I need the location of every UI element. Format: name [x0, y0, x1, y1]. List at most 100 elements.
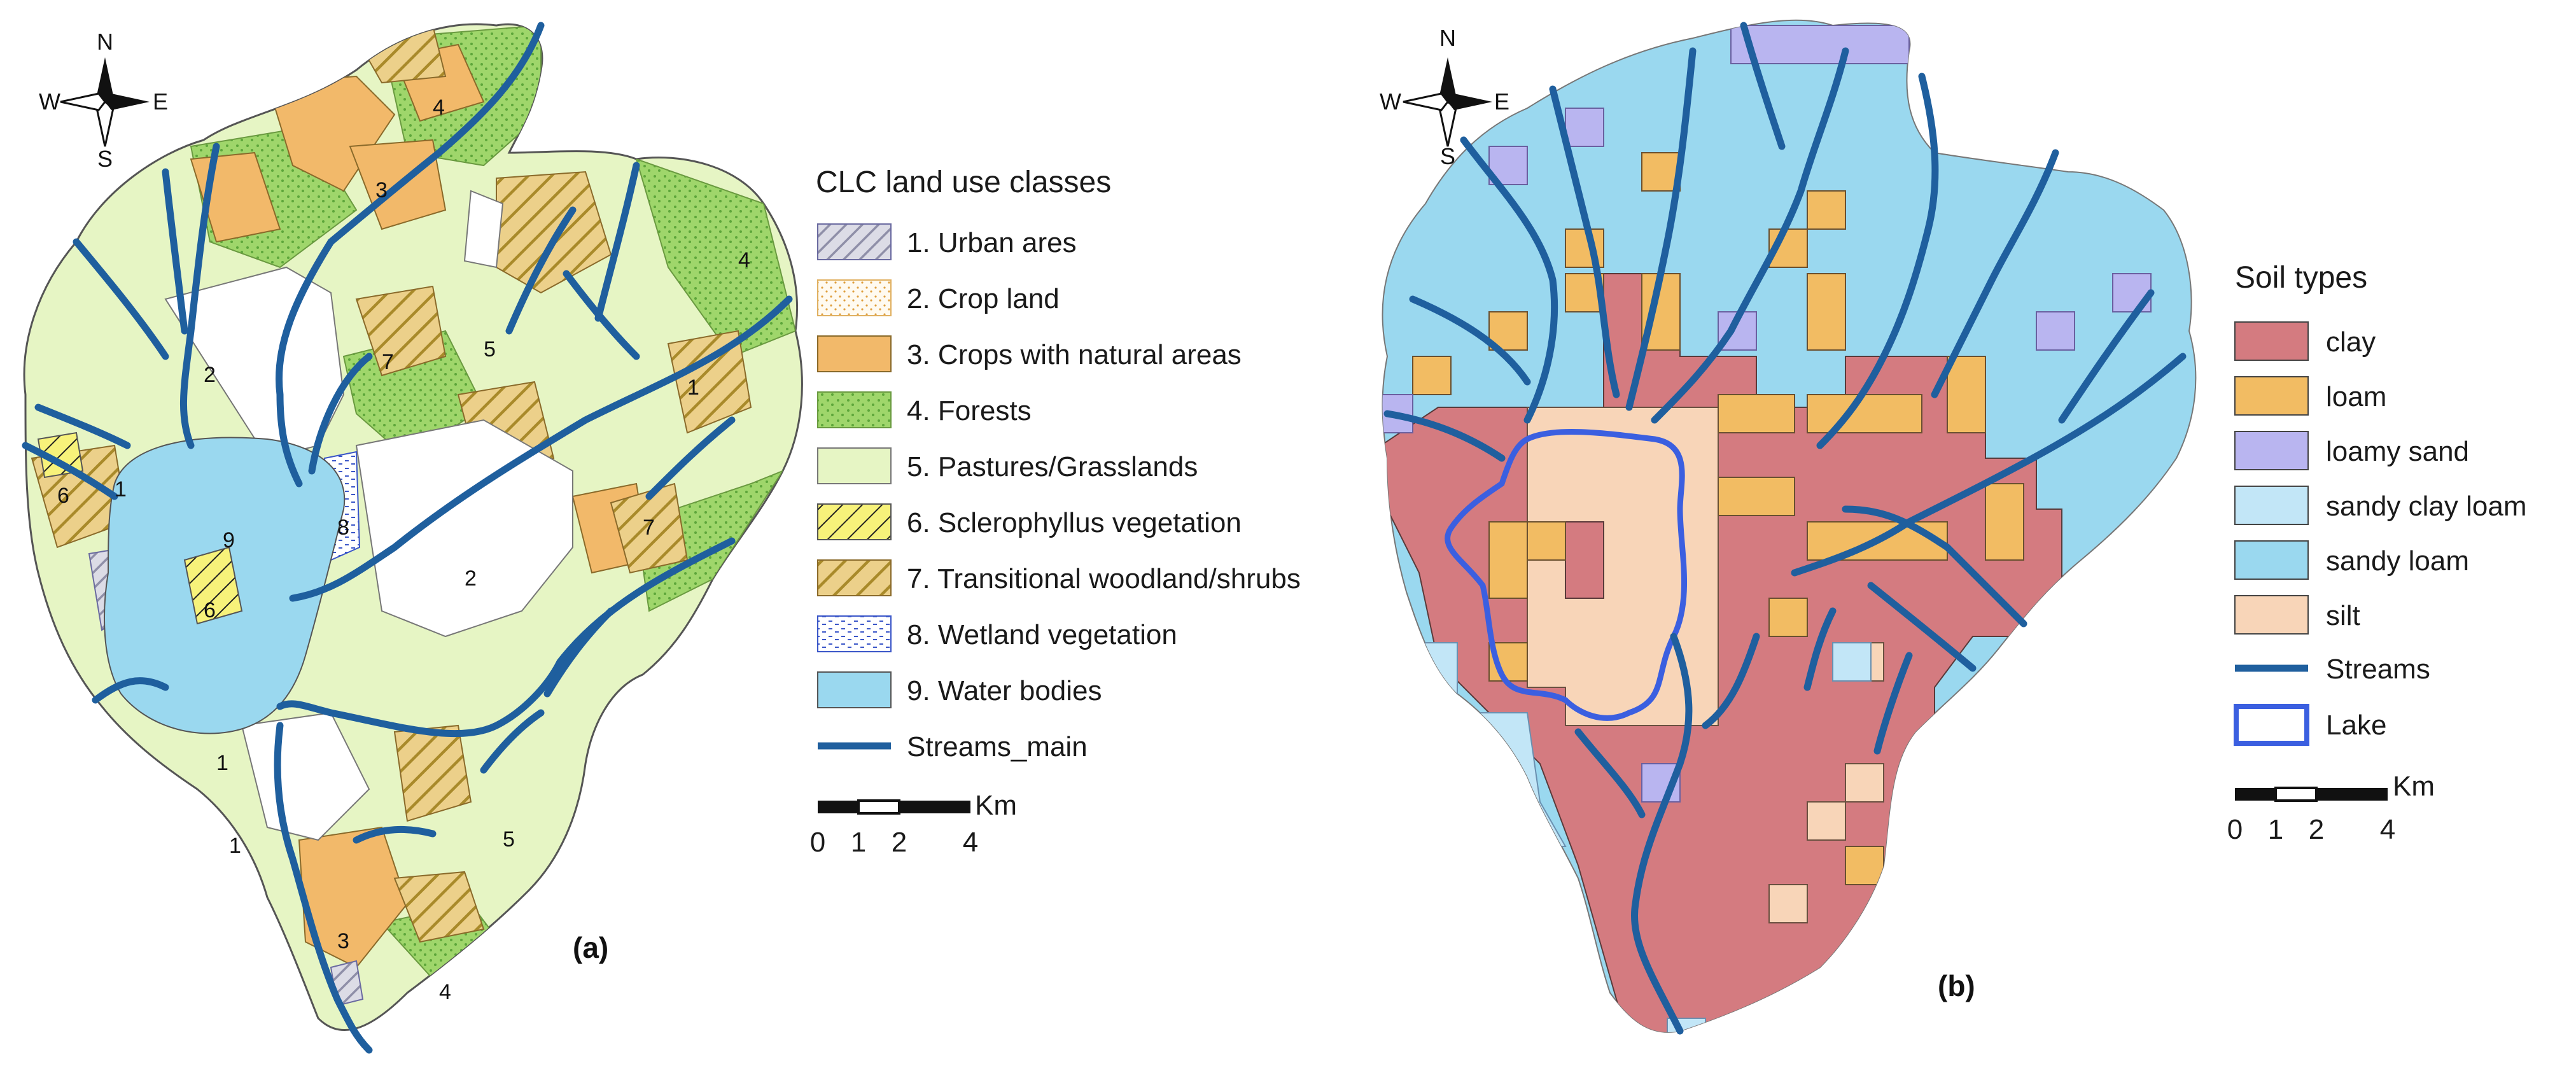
clay-swatch	[2234, 321, 2309, 361]
scale-a-unit: Km	[975, 790, 1017, 821]
scale-a-tick-2: 2	[892, 827, 907, 858]
class-label-1d: 1	[687, 375, 699, 400]
class-label-2b: 2	[465, 566, 477, 591]
streams-b	[1383, 22, 2187, 1035]
legend-a-item-1: 1. Urban ares	[817, 223, 1077, 260]
legend-a-item-10: Streams_main	[818, 731, 1088, 762]
legend-b-label-2: loam	[2326, 381, 2386, 412]
legend-b-label-8: Lake	[2326, 710, 2386, 741]
class-label-3b: 3	[337, 929, 349, 953]
legend-a-label-3: 3. Crops with natural areas	[907, 339, 1242, 370]
legend-b-item-8: Lake	[2234, 704, 2386, 746]
compass-w-b: W	[1380, 88, 1401, 115]
crops-natural-swatch	[817, 335, 892, 372]
scale-b-tick-2: 2	[2309, 814, 2324, 845]
compass-n-b: N	[1439, 25, 1456, 51]
class-label-6: 6	[57, 484, 69, 508]
loam-swatch	[2234, 376, 2309, 416]
class-label-4b: 4	[738, 248, 750, 272]
legend-a-item-9: 9. Water bodies	[817, 671, 1102, 708]
scale-b-tick-1: 1	[2268, 814, 2283, 845]
legend-a-item-8: 8. Wetland vegetation	[817, 615, 1177, 652]
legend-b-item-6: silt	[2234, 595, 2360, 635]
land-use-map: 9 2 2 3 3 4 4 4 5 5 6 6 7 7 8 1 1 1 1 (a…	[22, 22, 803, 1054]
class-label-1b: 1	[229, 834, 241, 858]
legend-a-item-6: 6. Sclerophyllus vegetation	[817, 503, 1242, 540]
legend-b-item-5: sandy loam	[2234, 540, 2469, 580]
scale-a-tick-3: 4	[963, 827, 978, 858]
transitional-swatch	[817, 559, 892, 596]
sandy-clay-loam-swatch	[2234, 486, 2309, 525]
class-label-4: 4	[433, 95, 445, 120]
legend-b-item-4: sandy clay loam	[2234, 486, 2526, 525]
lake-outline-map	[1445, 428, 1687, 721]
legend-b-item-7: Streams	[2235, 654, 2430, 685]
legend-a-item-2: 2. Crop land	[817, 279, 1060, 316]
legend-a-label-7: 7. Transitional woodland/shrubs	[907, 563, 1301, 594]
legend-a-label-5: 5. Pastures/Grasslands	[907, 451, 1198, 482]
class-label-9: 9	[223, 528, 235, 552]
crop-swatch	[817, 279, 892, 316]
legend-a-label-4: 4. Forests	[907, 395, 1032, 426]
legend-a-item-7: 7. Transitional woodland/shrubs	[817, 559, 1301, 596]
legend-a-label-10: Streams_main	[907, 731, 1088, 762]
legend-a-label-8: 8. Wetland vegetation	[907, 619, 1177, 650]
streams-main-a	[22, 22, 793, 1054]
legend-b-item-3: loamy sand	[2234, 431, 2469, 470]
class-label-6b: 6	[204, 598, 216, 622]
compass-n-a: N	[97, 29, 113, 55]
class-label-2: 2	[204, 363, 216, 387]
class-label-5: 5	[484, 337, 496, 361]
legend-a-title: CLC land use classes	[816, 165, 1111, 199]
legend-a-label-6: 6. Sclerophyllus vegetation	[907, 507, 1242, 538]
legend-b-label-7: Streams	[2326, 654, 2430, 685]
compass-e-a: E	[153, 88, 168, 115]
class-label-7b: 7	[643, 515, 655, 540]
legend-a-item-3: 3. Crops with natural areas	[817, 335, 1242, 372]
forest-swatch	[817, 391, 892, 428]
scale-bar-a: Km 0 1 2 4	[810, 790, 1017, 858]
legend-a-label-9: 9. Water bodies	[907, 675, 1102, 706]
class-label-8: 8	[337, 515, 349, 540]
scale-b-tick-3: 4	[2380, 814, 2395, 845]
class-label-3: 3	[375, 178, 388, 202]
legend-b-label-3: loamy sand	[2326, 436, 2469, 467]
compass-rose-a: N S W E	[39, 29, 168, 172]
class-label-1: 1	[216, 751, 228, 775]
legend-a-label-2: 2. Crop land	[907, 283, 1060, 314]
scale-bar-b: Km 0 1 2 4	[2227, 771, 2435, 845]
scale-b-unit: Km	[2393, 771, 2435, 802]
silt-swatch	[2234, 595, 2309, 635]
class-label-5b: 5	[503, 827, 515, 852]
class-label-1c: 1	[115, 477, 127, 501]
urban-swatch	[817, 223, 892, 260]
panel-b-label: (b)	[1938, 969, 1975, 1002]
scale-a-tick-0: 0	[810, 827, 825, 858]
land-use-legend: CLC land use classes 1. Urban ares 2. Cr…	[816, 165, 1301, 762]
compass-s-a: S	[97, 146, 113, 172]
compass-e-b: E	[1494, 88, 1509, 115]
soil-map: (b)	[1382, 19, 2197, 1035]
legend-b-label-1: clay	[2326, 326, 2376, 358]
wetland-swatch	[817, 615, 892, 652]
lake-outline-swatch	[2234, 704, 2309, 746]
panel-a-label: (a)	[573, 931, 608, 964]
water-swatch	[817, 671, 892, 708]
sandy-loam-swatch	[2234, 540, 2309, 580]
legend-a-item-4: 4. Forests	[817, 391, 1032, 428]
legend-b-item-2: loam	[2234, 376, 2386, 416]
class-label-4c: 4	[439, 980, 451, 1004]
legend-a-label-1: 1. Urban ares	[907, 227, 1077, 258]
legend-b-item-1: clay	[2234, 321, 2376, 361]
legend-a-item-5: 5. Pastures/Grasslands	[817, 447, 1198, 484]
legend-b-title: Soil types	[2235, 261, 2367, 295]
legend-b-label-6: silt	[2326, 600, 2360, 631]
pasture-swatch	[817, 447, 892, 484]
compass-rose-b: N S W E	[1380, 25, 1509, 169]
sclerophyll-swatch	[817, 503, 892, 540]
compass-s-b: S	[1440, 143, 1455, 169]
scale-b-tick-0: 0	[2227, 814, 2243, 845]
soil-legend: Soil types clay loam loamy sand sandy cl…	[2234, 261, 2526, 746]
legend-b-label-5: sandy loam	[2326, 545, 2469, 577]
